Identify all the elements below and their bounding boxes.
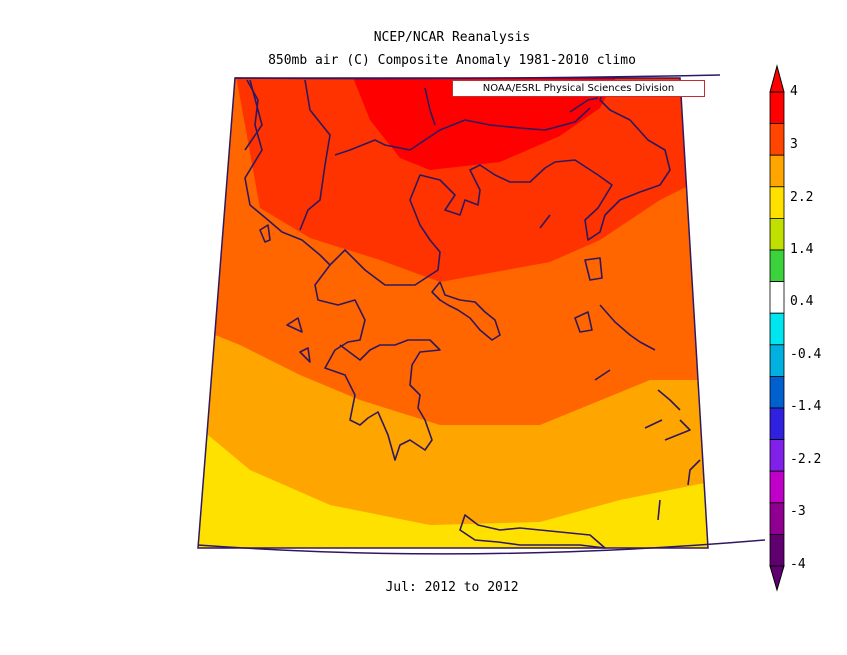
colorbar-band (769, 502, 785, 535)
colorbar-tick-label: -4 (790, 557, 806, 572)
projection-edge-bottom (197, 539, 766, 555)
colorbar-tick-label: 1.4 (790, 242, 814, 257)
colorbar-band (769, 123, 785, 156)
colorbar-band (769, 375, 785, 409)
colorbar-tick-label: -3 (790, 504, 806, 519)
colorbar-top-arrow (769, 64, 785, 93)
colorbar-tick-label: 2.2 (790, 190, 814, 205)
credit-label: NOAA/ESRL Physical Sciences Division (452, 80, 705, 97)
colorbar-tick-label: 0.4 (790, 294, 814, 309)
period-label: Jul: 2012 to 2012 (385, 580, 519, 595)
colorbar-tick-label: -2.2 (790, 452, 822, 467)
colorbar-band (769, 407, 785, 441)
colorbar-band (769, 470, 785, 504)
colorbar-band (769, 91, 785, 125)
colorbar-band (769, 312, 785, 346)
map-subtitle: 850mb air (C) Composite Anomaly 1981-201… (268, 53, 636, 68)
colorbar-tick-label: -1.4 (790, 399, 822, 414)
fill-red-orange (235, 78, 708, 282)
colorbar-bottom-arrow (769, 565, 785, 592)
colorbar-tick-label: 3 (790, 137, 798, 152)
colorbar-band (769, 281, 785, 314)
colorbar-bands (769, 91, 785, 567)
colorbar-band (769, 534, 785, 567)
colorbar-band (769, 439, 785, 472)
colorbar-band (769, 186, 785, 219)
colorbar-band (769, 249, 785, 283)
colorbar-tick-label: -0.4 (790, 347, 822, 362)
colorbar-band (769, 344, 785, 377)
projection-edge-top (234, 74, 721, 80)
coastlines (244, 79, 701, 549)
colorbar-tick-label: 4 (790, 84, 798, 99)
colorbar-band (769, 217, 785, 251)
map-title: NCEP/NCAR Reanalysis (373, 30, 531, 45)
colorbar-band (769, 154, 785, 188)
